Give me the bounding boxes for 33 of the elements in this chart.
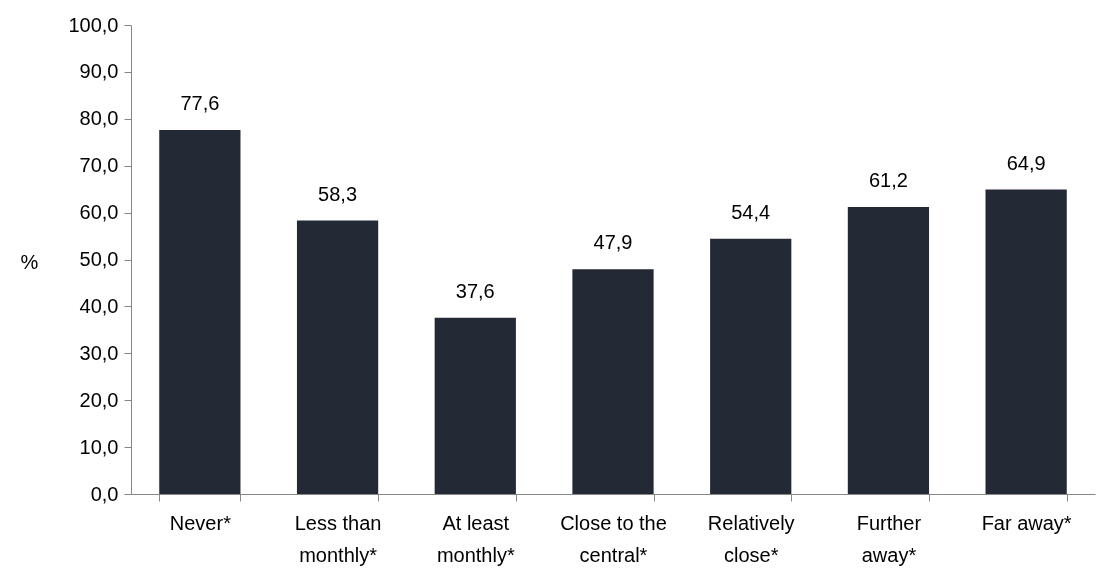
y-tick-label: 20,0 (79, 388, 119, 411)
bar (985, 189, 1067, 494)
y-tick-label: 50,0 (79, 248, 119, 270)
data-label: 61,2 (868, 168, 908, 191)
bar (296, 220, 379, 494)
y-tick-label: 90,0 (79, 60, 119, 83)
x-tick-label: Relatively close* (707, 511, 795, 566)
data-label: 58,3 (318, 182, 358, 205)
data-label: 47,9 (593, 231, 633, 254)
y-tick-label: 70,0 (79, 154, 119, 177)
data-label: 64,9 (1006, 151, 1046, 174)
bar (572, 269, 654, 494)
x-tick-label: Further away* (856, 511, 922, 566)
y-tick-label: 100,0 (68, 13, 119, 36)
y-axis-title: % (20, 251, 39, 273)
y-tick-label: 40,0 (79, 294, 119, 317)
data-label: 54,4 (731, 200, 771, 223)
bar (159, 130, 241, 494)
y-tick-label: 80,0 (79, 107, 119, 130)
x-tick-label: At least monthly* (436, 511, 515, 566)
bar (847, 206, 930, 494)
x-tick-label: Less than monthly* (294, 511, 382, 566)
y-tick-label: 10,0 (79, 435, 119, 458)
y-tick-label: 30,0 (79, 341, 119, 364)
x-tick-label: Far away* (981, 511, 1072, 534)
bar (434, 317, 516, 494)
y-tick-label: 60,0 (79, 201, 119, 224)
x-tick-label: Never* (169, 511, 232, 534)
x-tick-label: Close to the central* (560, 511, 667, 566)
y-tick-label: 0,0 (90, 482, 119, 505)
data-label: 37,6 (455, 279, 495, 302)
data-label: 77,6 (180, 92, 220, 115)
bar (710, 238, 792, 494)
